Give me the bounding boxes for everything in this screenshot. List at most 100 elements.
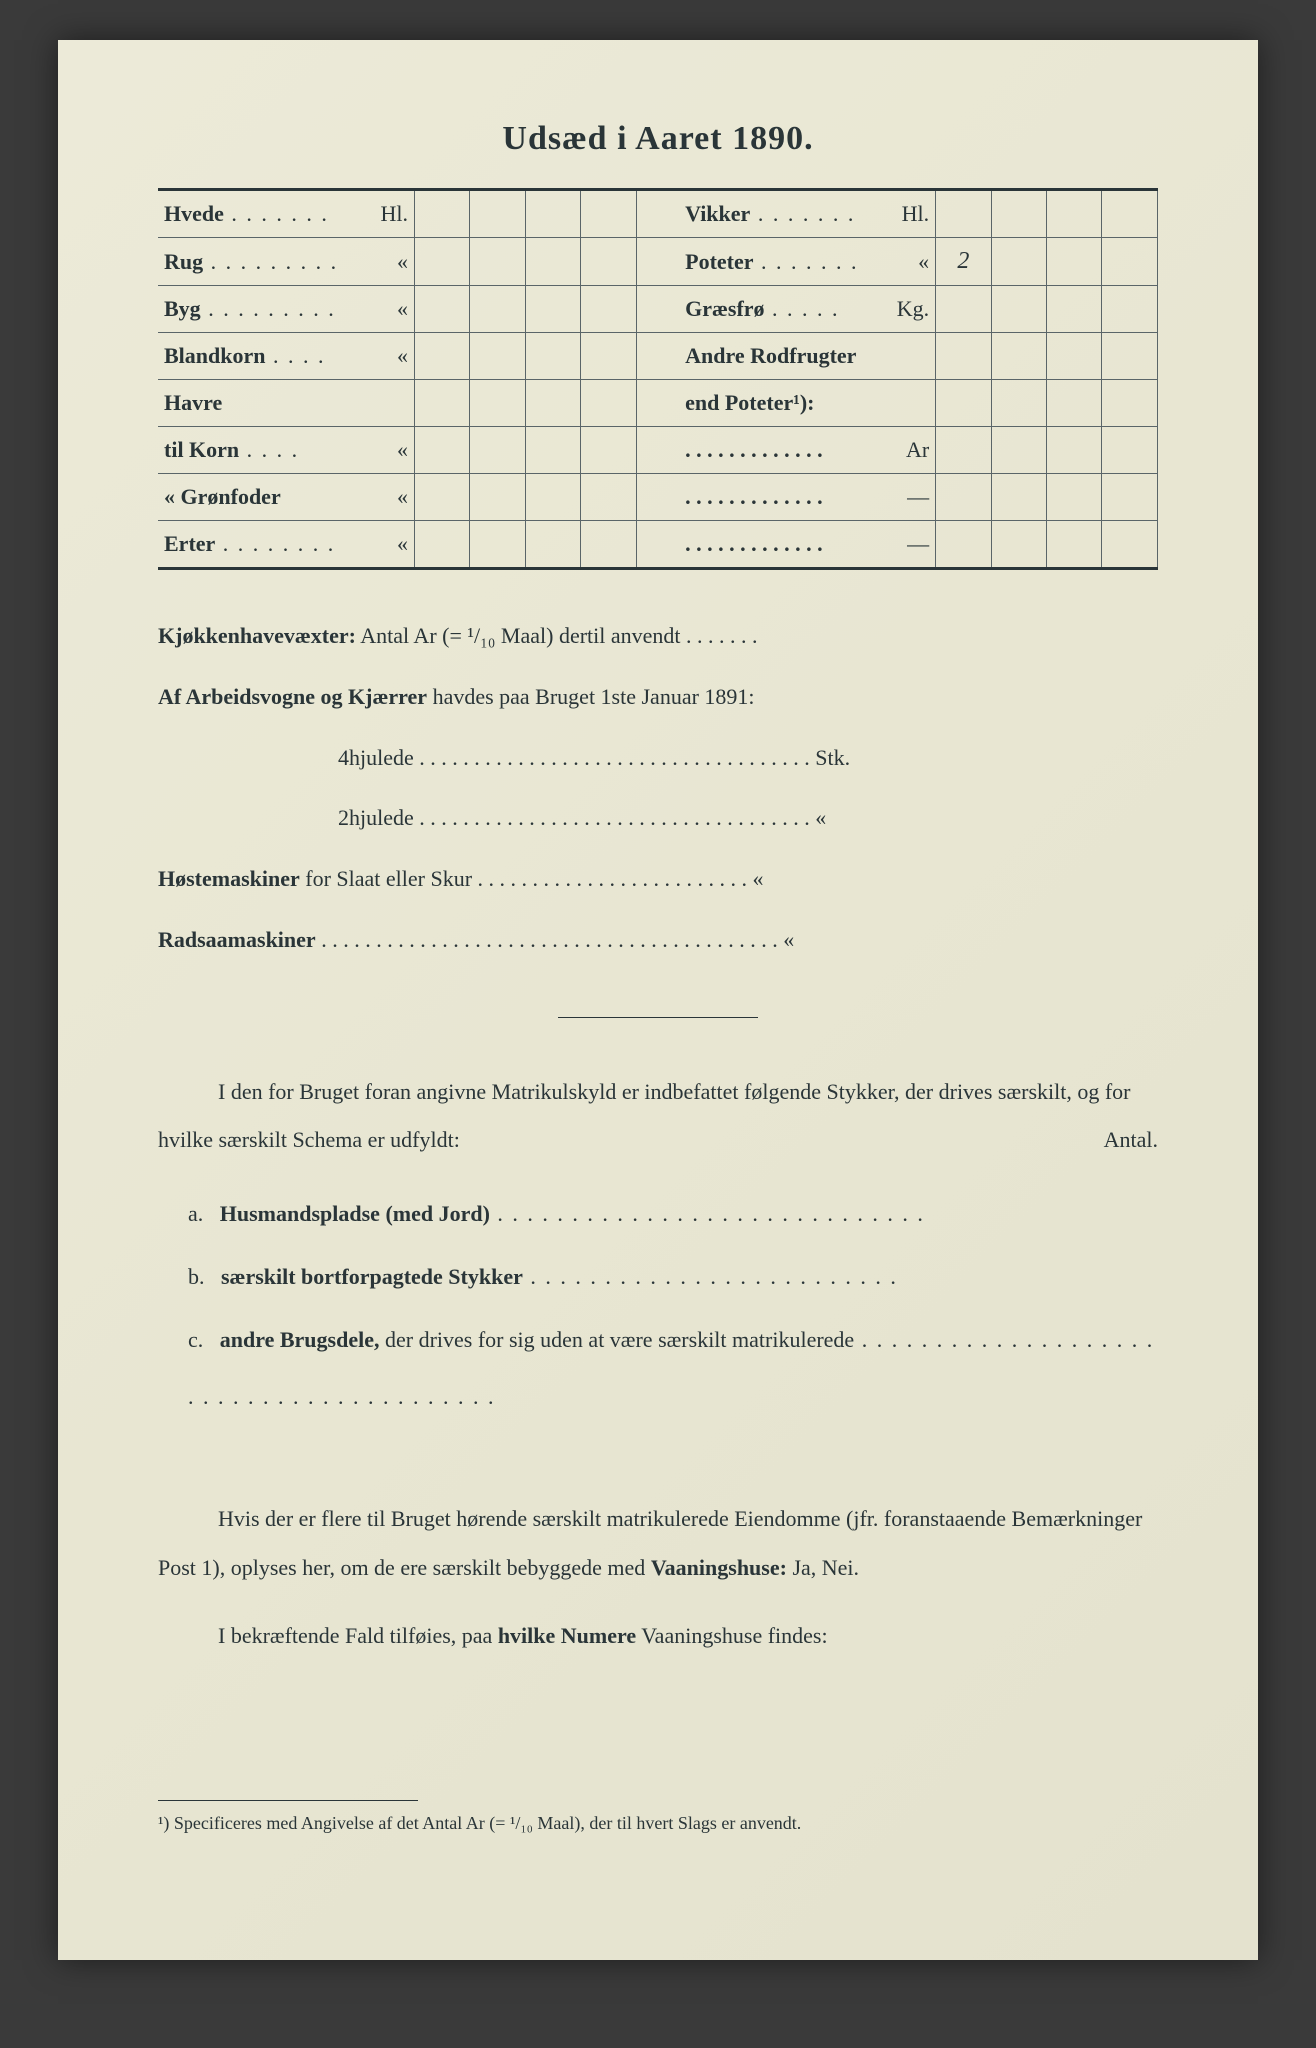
seed-value-cell <box>415 521 470 569</box>
seed-value-cell <box>470 238 525 286</box>
seed-value-cell: 2 <box>936 238 991 286</box>
seed-value-cell <box>1102 286 1158 333</box>
seed-label: Erter . . . . . . . . <box>158 521 362 569</box>
page-title: Udsæd i Aaret 1890. <box>158 120 1158 158</box>
seed-label: Hvede . . . . . . . <box>158 190 362 238</box>
seed-label: Græsfrø . . . . . <box>679 286 883 333</box>
seed-value-cell <box>470 380 525 427</box>
seed-value-cell <box>470 333 525 380</box>
seed-value-cell <box>1102 333 1158 380</box>
seed-value-cell <box>1047 474 1102 521</box>
seed-value-cell <box>525 333 580 380</box>
seed-value-cell <box>525 380 580 427</box>
seed-value-cell <box>415 380 470 427</box>
seed-value-cell <box>525 474 580 521</box>
seed-value-cell <box>991 380 1046 427</box>
footnote-rule <box>158 1800 418 1801</box>
seed-value-cell <box>581 474 636 521</box>
seed-row: Blandkorn . . . .«Andre Rodfrugter <box>158 333 1158 380</box>
seed-value-cell <box>525 286 580 333</box>
seed-row: Hvede . . . . . . .Hl.Vikker . . . . . .… <box>158 190 1158 238</box>
rad-line: Radsaamaskiner . . . . . . . . . . . . .… <box>158 914 1158 967</box>
seed-value-cell <box>991 521 1046 569</box>
section-divider <box>558 1017 758 1018</box>
seed-label: Andre Rodfrugter <box>679 333 883 380</box>
seed-value-cell <box>936 521 991 569</box>
seed-value-cell <box>1047 190 1102 238</box>
seed-row: Erter . . . . . . . .« . . . . . . . . .… <box>158 521 1158 569</box>
seed-value-cell <box>581 190 636 238</box>
item-c: c. andre Brugsdele, der drives for sig u… <box>188 1311 1158 1425</box>
seed-value-cell <box>415 286 470 333</box>
seed-value-cell <box>415 474 470 521</box>
seed-value-cell <box>1047 521 1102 569</box>
seed-value-cell <box>415 333 470 380</box>
seed-value-cell <box>1102 190 1158 238</box>
seed-row: til Korn . . . .« . . . . . . . . . . . … <box>158 427 1158 474</box>
item-b: b. særskilt bortforpagtede Stykker . . .… <box>188 1248 1158 1305</box>
numere-paragraph: I bekræftende Fald tilføies, paa hvilke … <box>158 1612 1158 1660</box>
seed-value-cell <box>1102 380 1158 427</box>
seed-value-cell <box>936 333 991 380</box>
seed-label: Vikker . . . . . . . <box>679 190 883 238</box>
seed-label: . . . . . . . . . . . . . <box>679 521 883 569</box>
vogne-line: Af Arbeidsvogne og Kjærrer havdes paa Br… <box>158 671 1158 724</box>
seed-value-cell <box>936 474 991 521</box>
seed-label: Blandkorn . . . . <box>158 333 362 380</box>
seed-value-cell <box>525 521 580 569</box>
kjokken-line: Kjøkkenhavevæxter: Antal Ar (= ¹/₁₀ Maal… <box>158 610 1158 663</box>
hoste-line: Høstemaskiner for Slaat eller Skur . . .… <box>158 853 1158 906</box>
seed-value-cell <box>525 238 580 286</box>
seed-value-cell <box>991 333 1046 380</box>
footnote: ¹) Specificeres med Angivelse af det Ant… <box>158 1809 1158 1838</box>
seed-label: « Grønfoder <box>158 474 362 521</box>
seed-value-cell <box>991 427 1046 474</box>
matrikul-paragraph: I den for Bruget foran angivne Matrikuls… <box>158 1068 1158 1165</box>
seed-value-cell <box>1047 238 1102 286</box>
hjul2-line: 2hjulede . . . . . . . . . . . . . . . .… <box>158 792 1158 845</box>
seed-label: Byg . . . . . . . . . <box>158 286 362 333</box>
seed-label: Havre <box>158 380 362 427</box>
items-list: a. Husmandspladse (med Jord) . . . . . .… <box>158 1185 1158 1426</box>
seed-value-cell <box>1102 427 1158 474</box>
seed-value-cell <box>936 427 991 474</box>
seed-table: Hvede . . . . . . .Hl.Vikker . . . . . .… <box>158 188 1158 570</box>
document-page: Udsæd i Aaret 1890. Hvede . . . . . . .H… <box>58 40 1258 1960</box>
seed-value-cell <box>991 286 1046 333</box>
vaaningshuse-paragraph: Hvis der er flere til Bruget hørende sær… <box>158 1495 1158 1592</box>
seed-value-cell <box>1102 521 1158 569</box>
antal-label: Antal. <box>1104 1116 1158 1164</box>
seed-label: end Poteter¹): <box>679 380 883 427</box>
hjul4-line: 4hjulede . . . . . . . . . . . . . . . .… <box>158 732 1158 785</box>
seed-row: « Grønfoder« . . . . . . . . . . . . .— <box>158 474 1158 521</box>
seed-row: Rug . . . . . . . . .«Poteter . . . . . … <box>158 238 1158 286</box>
seed-value-cell <box>936 190 991 238</box>
seed-value-cell <box>470 427 525 474</box>
seed-value-cell <box>991 474 1046 521</box>
seed-value-cell <box>470 521 525 569</box>
seed-row: Havre end Poteter¹): <box>158 380 1158 427</box>
seed-value-cell <box>936 380 991 427</box>
seed-value-cell <box>1047 427 1102 474</box>
equipment-section: Kjøkkenhavevæxter: Antal Ar (= ¹/₁₀ Maal… <box>158 610 1158 967</box>
seed-label: . . . . . . . . . . . . . <box>679 474 883 521</box>
seed-label: til Korn . . . . <box>158 427 362 474</box>
seed-value-cell <box>470 190 525 238</box>
item-a: a. Husmandspladse (med Jord) . . . . . .… <box>188 1185 1158 1242</box>
seed-value-cell <box>470 286 525 333</box>
seed-value-cell <box>1047 286 1102 333</box>
seed-label: Rug . . . . . . . . . <box>158 238 362 286</box>
seed-value-cell <box>1102 238 1158 286</box>
seed-value-cell <box>581 333 636 380</box>
seed-value-cell <box>581 238 636 286</box>
seed-value-cell <box>415 427 470 474</box>
seed-row: Byg . . . . . . . . .«Græsfrø . . . . .K… <box>158 286 1158 333</box>
seed-value-cell <box>581 380 636 427</box>
seed-value-cell <box>525 427 580 474</box>
seed-value-cell <box>581 427 636 474</box>
seed-label: Poteter . . . . . . . <box>679 238 883 286</box>
seed-value-cell <box>936 286 991 333</box>
seed-value-cell <box>1047 380 1102 427</box>
seed-value-cell <box>581 521 636 569</box>
seed-value-cell <box>991 190 1046 238</box>
